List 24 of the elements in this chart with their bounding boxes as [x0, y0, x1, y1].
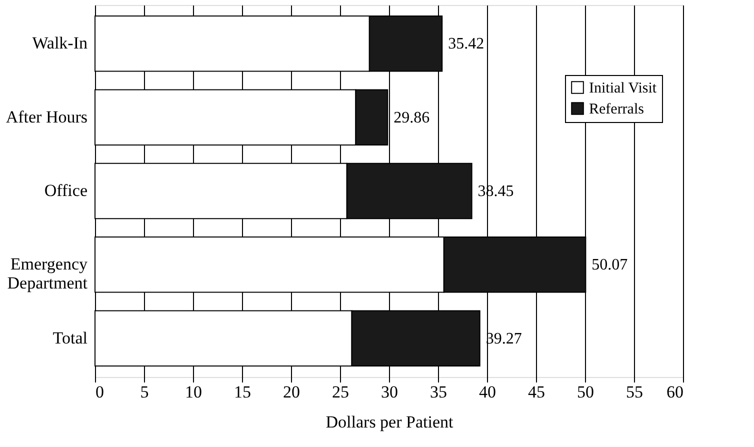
y-tick-label: Walk-In [32, 34, 88, 53]
legend-label: Referrals [589, 102, 644, 118]
y-tick-label: Office [44, 181, 88, 200]
y-tick-label: Emergency Department [7, 254, 88, 293]
x-axis-title: Dollars per Patient [326, 412, 454, 432]
x-tick-label: 40 [479, 382, 496, 402]
x-tick-label: 15 [234, 382, 251, 402]
x-tick-label: 45 [528, 382, 545, 402]
y-tick-label: Total [52, 328, 88, 348]
x-tick-label: 5 [140, 382, 149, 402]
x-tick-label: 35 [430, 382, 447, 402]
x-tick-label: 25 [332, 382, 349, 402]
x-tick-label: 50 [577, 382, 594, 402]
x-tick-label: 55 [626, 382, 643, 402]
total-label: 50.07 [592, 256, 628, 274]
total-label: 29.86 [394, 109, 430, 126]
x-tick-label: 10 [185, 382, 202, 402]
legend-label: Initial Visit [589, 80, 658, 96]
x-tick-label: 20 [283, 382, 300, 402]
x-tick-label: 0 [96, 382, 104, 402]
y-tick-label: After Hours [6, 107, 88, 126]
total-label: 35.42 [448, 36, 484, 53]
x-tick-label: 60 [666, 382, 684, 402]
x-tick-label: 30 [381, 382, 398, 402]
